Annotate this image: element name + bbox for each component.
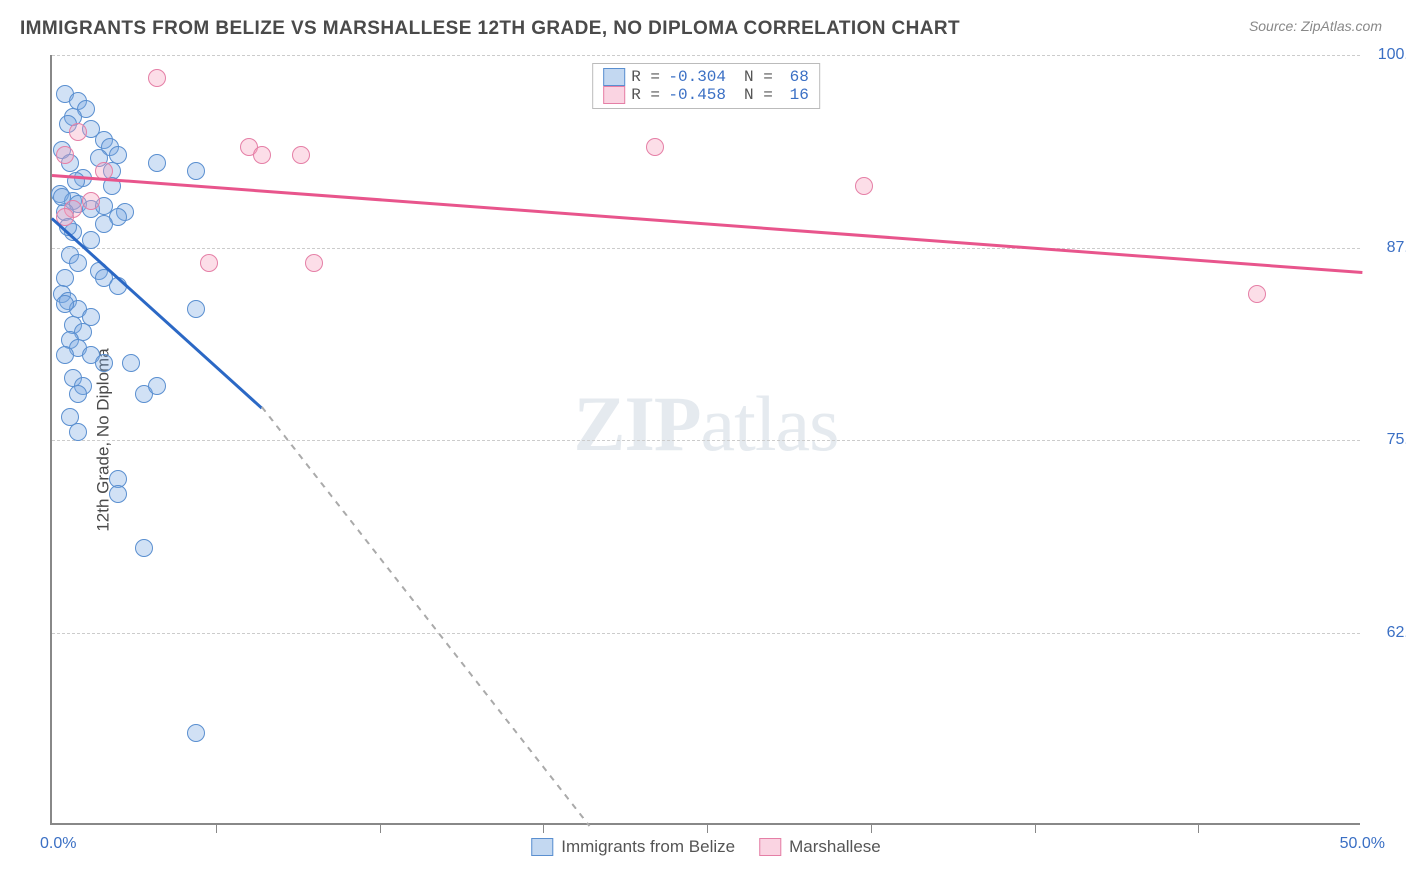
data-point — [69, 123, 87, 141]
data-point — [148, 69, 166, 87]
x-tick — [1198, 823, 1199, 833]
data-point — [148, 377, 166, 395]
data-point — [56, 346, 74, 364]
stats-row: R = -0.304 N = 68 — [603, 68, 809, 86]
data-point — [82, 192, 100, 210]
legend-item: Immigrants from Belize — [531, 837, 735, 857]
gridline-h — [52, 440, 1360, 441]
data-point — [855, 177, 873, 195]
stat-n-label: N = — [744, 68, 773, 86]
watermark-bold: ZIP — [574, 380, 701, 467]
y-tick-label: 100.0% — [1367, 46, 1406, 64]
x-tick — [543, 823, 544, 833]
data-point — [95, 354, 113, 372]
legend-swatch — [603, 68, 625, 86]
stat-r-label: R = — [631, 68, 660, 86]
bottom-legend: Immigrants from Belize Marshallese — [531, 837, 880, 857]
source-attribution: Source: ZipAtlas.com — [1249, 18, 1382, 34]
chart-title: IMMIGRANTS FROM BELIZE VS MARSHALLESE 12… — [20, 18, 960, 40]
stat-n-label: N = — [744, 86, 773, 104]
data-point — [69, 254, 87, 272]
stat-r-value: -0.304 — [666, 68, 726, 86]
data-point — [187, 724, 205, 742]
stat-n-value: 68 — [779, 68, 809, 86]
gridline-h — [52, 248, 1360, 249]
legend-label: Immigrants from Belize — [561, 837, 735, 857]
stat-n-value: 16 — [779, 86, 809, 104]
data-point — [109, 485, 127, 503]
legend-swatch — [759, 838, 781, 856]
data-point — [56, 146, 74, 164]
x-axis-max-label: 50.0% — [1340, 835, 1385, 853]
data-point — [122, 354, 140, 372]
trendline-extrapolated — [261, 406, 590, 826]
data-point — [1248, 285, 1266, 303]
data-point — [148, 154, 166, 172]
y-tick-label: 62.5% — [1367, 624, 1406, 642]
x-tick — [380, 823, 381, 833]
stat-r-value: -0.458 — [666, 86, 726, 104]
data-point — [135, 539, 153, 557]
trendline — [52, 174, 1362, 274]
legend-swatch — [603, 86, 625, 104]
data-point — [187, 162, 205, 180]
legend-label: Marshallese — [789, 837, 881, 857]
watermark-light: atlas — [701, 380, 839, 467]
gridline-h — [52, 633, 1360, 634]
scatter-chart: 12th Grade, No Diploma ZIPatlas R =-0.30… — [50, 55, 1390, 825]
x-tick — [1035, 823, 1036, 833]
stats-legend-box: R = -0.304 N = 68 R = -0.458 N = 16 — [592, 63, 820, 109]
data-point — [646, 138, 664, 156]
stat-r-label: R = — [631, 86, 660, 104]
data-point — [253, 146, 271, 164]
watermark: ZIPatlas — [574, 379, 839, 469]
data-point — [200, 254, 218, 272]
data-point — [292, 146, 310, 164]
data-point — [56, 295, 74, 313]
data-point — [95, 215, 113, 233]
plot-area: ZIPatlas R =-0.304N =68R =-0.458N =16 0.… — [50, 55, 1360, 825]
legend-item: Marshallese — [759, 837, 881, 857]
y-tick-label: 87.5% — [1367, 239, 1406, 257]
data-point — [305, 254, 323, 272]
x-tick — [216, 823, 217, 833]
x-tick — [707, 823, 708, 833]
data-point — [69, 385, 87, 403]
stats-row: R = -0.458 N = 16 — [603, 86, 809, 104]
legend-swatch — [531, 838, 553, 856]
data-point — [187, 300, 205, 318]
data-point — [69, 423, 87, 441]
gridline-h — [52, 55, 1360, 56]
x-tick — [871, 823, 872, 833]
x-axis-origin-label: 0.0% — [40, 835, 76, 853]
y-tick-label: 75.0% — [1367, 431, 1406, 449]
